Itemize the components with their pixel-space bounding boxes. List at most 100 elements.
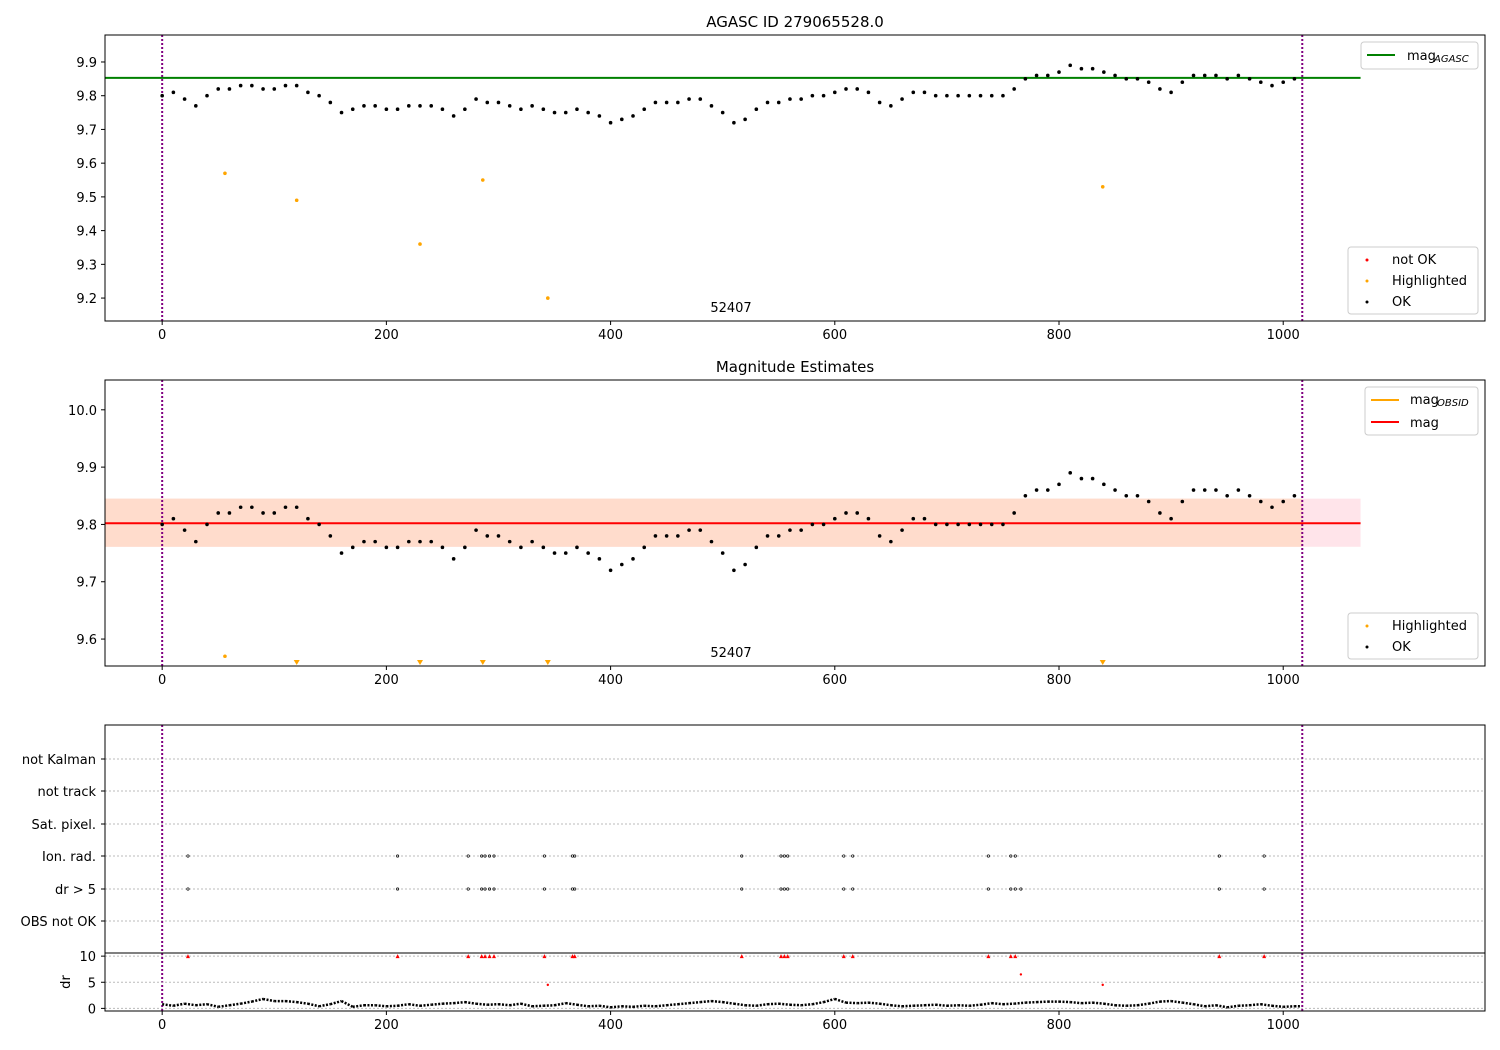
- ion-rad-flag: [986, 854, 990, 858]
- dr-trace: [386, 1004, 398, 1008]
- ok-point: [676, 534, 680, 538]
- ok-point: [664, 100, 669, 105]
- ok-point: [978, 522, 983, 527]
- dr-trace: [1126, 1004, 1138, 1008]
- ok-point: [1124, 493, 1129, 498]
- x-tick-label: 200: [374, 673, 399, 688]
- dr-notok-marker: [785, 954, 790, 959]
- ok-point: [272, 511, 277, 515]
- dr5-flag: [186, 887, 190, 891]
- dr-trace: [700, 999, 712, 1004]
- dr-trace: [666, 1002, 678, 1007]
- dr-trace: [1182, 1001, 1194, 1006]
- dr-notok-marker: [466, 954, 471, 959]
- ok-point: [1180, 499, 1185, 504]
- y-tick-label: 9.8: [76, 518, 97, 533]
- dr-trace: [1215, 1004, 1228, 1009]
- ok-point: [1180, 80, 1185, 85]
- ok-point: [485, 100, 490, 105]
- dr-trace: [1271, 1004, 1284, 1009]
- ok-point: [1214, 488, 1218, 492]
- ok-point: [832, 90, 837, 95]
- ok-point: [1135, 493, 1140, 498]
- highlighted-offscale-marker: [479, 660, 486, 665]
- ok-point: [989, 93, 994, 98]
- ok-point: [317, 522, 321, 527]
- x-tick-label: 200: [374, 328, 399, 343]
- legend-mag-agasc: mag AGASC: [1360, 41, 1479, 70]
- ok-point: [429, 539, 434, 544]
- ok-point: [844, 87, 848, 91]
- dr-trace: [845, 1001, 858, 1005]
- dr-notok-marker: [542, 954, 547, 959]
- ok-point: [709, 104, 714, 108]
- ok-point: [776, 534, 781, 538]
- ok-point: [384, 107, 389, 111]
- dr-trace: [632, 1004, 645, 1009]
- x-tick-label: 1000: [1267, 1018, 1300, 1033]
- ok-point: [788, 528, 792, 532]
- dr-trace: [352, 1004, 365, 1009]
- ok-point: [182, 528, 187, 532]
- ion-rad-flag: [487, 854, 492, 858]
- x-tick-label: 800: [1047, 328, 1072, 343]
- dr-trace: [543, 1004, 555, 1008]
- x-tick-label: 800: [1047, 673, 1072, 688]
- ok-point: [765, 100, 770, 105]
- ok-point: [328, 534, 333, 538]
- ion-rad-flag: [782, 854, 786, 858]
- ok-point: [283, 83, 288, 88]
- dr-trace: [509, 1002, 522, 1007]
- dr-trace: [340, 999, 354, 1008]
- ok-point: [1068, 63, 1073, 68]
- y-tick-label: 9.6: [76, 633, 97, 648]
- dr5-flag: [542, 887, 546, 891]
- dr-trace: [834, 997, 847, 1004]
- dr-notok-marker: [1262, 954, 1267, 959]
- ok-point: [1214, 73, 1218, 78]
- ok-point: [1191, 73, 1196, 78]
- ok-point: [194, 104, 198, 108]
- ok-point: [1034, 73, 1039, 78]
- dr5-flag: [1019, 887, 1023, 891]
- dr-trace: [464, 1000, 477, 1005]
- ok-point: [799, 97, 803, 101]
- ok-point: [407, 539, 411, 544]
- dr-trace: [453, 1000, 465, 1005]
- ok-point: [967, 522, 972, 527]
- ok-point: [294, 83, 299, 88]
- dr-notok-marker: [572, 954, 577, 959]
- dr-trace: [520, 1002, 533, 1008]
- dr-trace: [890, 1004, 903, 1008]
- ok-point: [552, 551, 557, 555]
- dr-trace: [532, 1004, 544, 1008]
- ion-rad-flag: [480, 854, 484, 858]
- ok-point: [1292, 77, 1297, 81]
- ok-point: [1012, 511, 1016, 515]
- dr-notok-marker: [778, 954, 783, 959]
- ok-point: [889, 539, 893, 544]
- ok-point: [530, 539, 534, 544]
- dr-tick-label: 0: [88, 1002, 96, 1017]
- highlighted-point: [1100, 184, 1105, 189]
- ok-point: [1034, 488, 1039, 492]
- y-tick-label: 9.4: [76, 225, 97, 240]
- ok-point: [563, 110, 568, 115]
- ok-point: [496, 534, 501, 538]
- x-tick-label: 800: [1047, 1018, 1072, 1033]
- y-tick-label: 9.7: [76, 123, 97, 138]
- ok-point: [261, 511, 265, 515]
- dr-notok-marker: [395, 954, 400, 959]
- dr-trace: [431, 1002, 443, 1006]
- ok-point: [586, 110, 590, 115]
- ok-point: [810, 93, 815, 98]
- ok-point: [855, 511, 860, 515]
- ok-point: [1292, 493, 1297, 498]
- highlighted-point: [418, 242, 422, 246]
- ion-rad-flag: [1217, 854, 1221, 858]
- y-tick-label: 9.2: [76, 292, 97, 307]
- dr-trace: [812, 1000, 824, 1006]
- highlighted-point: [223, 654, 227, 659]
- ok-point: [911, 516, 916, 521]
- dr-notok-marker: [1013, 954, 1018, 959]
